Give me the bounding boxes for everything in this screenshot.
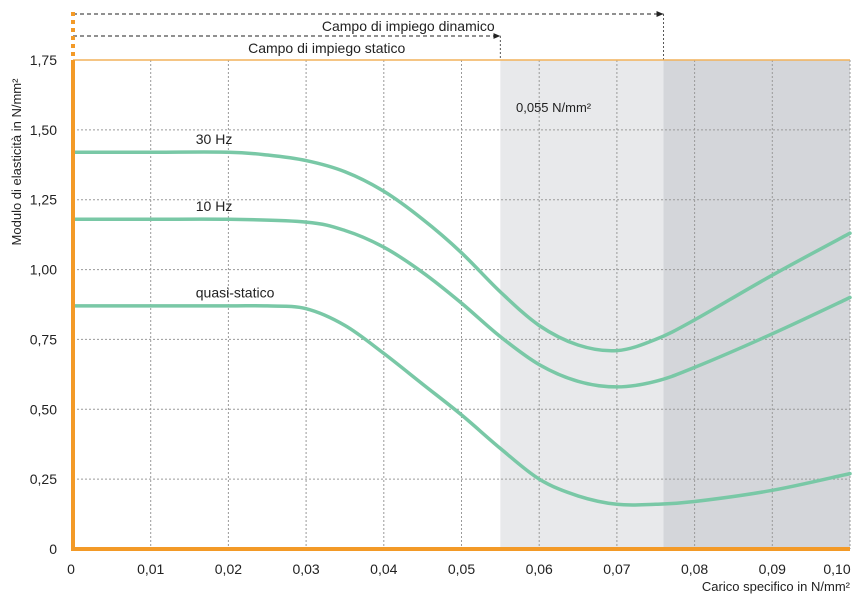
x-tick-label-6: 0,06 xyxy=(526,561,553,577)
tick-labels: 0 0,01 0,02 0,03 0,04 0,05 0,06 0,07 0,08 0,09 0,1… xyxy=(30,52,851,577)
x-tick-label-10: 0,10 xyxy=(823,561,850,577)
series-label-2: quasi-statico xyxy=(196,285,275,301)
series-line-0 xyxy=(71,150,852,353)
series-lines: 30 Hz 10 Hz quasi-statico xyxy=(71,131,852,507)
range-label-1: Campo di impiego dinamico xyxy=(322,18,495,34)
load-range-bands xyxy=(500,60,850,549)
y-tick-label-7: 1,75 xyxy=(30,52,57,68)
y-tick-label-0: 0 xyxy=(49,541,57,557)
y-tick-label-2: 0,50 xyxy=(30,401,57,417)
axes xyxy=(71,10,850,551)
range-label-0: Campo di impiego statico xyxy=(248,40,405,56)
x-tick-label-7: 0,07 xyxy=(603,561,630,577)
x-tick-label-9: 0,09 xyxy=(759,561,786,577)
y-tick-label-6: 1,50 xyxy=(30,122,57,138)
x-tick-label-4: 0,04 xyxy=(370,561,397,577)
x-axis-label: Carico specifico in N/mm² xyxy=(702,579,851,594)
usage-ranges: Campo di impiego statico Campo di impiego… xyxy=(73,11,665,60)
annotation-label: 0,055 N/mm² xyxy=(516,100,592,115)
x-tick-label-2: 0,02 xyxy=(215,561,242,577)
band-1 xyxy=(663,60,850,549)
series-line-1 xyxy=(71,217,852,389)
y-tick-label-1: 0,25 xyxy=(30,471,57,487)
x-tick-label-3: 0,03 xyxy=(292,561,319,577)
series-label-0: 30 Hz xyxy=(196,131,233,147)
x-tick-label-0: 0 xyxy=(67,561,75,577)
y-tick-label-3: 0,75 xyxy=(30,331,57,347)
y-tick-label-5: 1,25 xyxy=(30,192,57,208)
x-tick-label-8: 0,08 xyxy=(681,561,708,577)
y-tick-label-4: 1,00 xyxy=(30,262,57,278)
x-tick-label-1: 0,01 xyxy=(137,561,164,577)
y-axis-label: Modulo di elasticità in N/mm² xyxy=(9,78,24,246)
x-tick-label-5: 0,05 xyxy=(448,561,475,577)
series-label-1: 10 Hz xyxy=(196,198,233,214)
series-line-2 xyxy=(71,303,852,507)
band-0 xyxy=(500,60,664,549)
